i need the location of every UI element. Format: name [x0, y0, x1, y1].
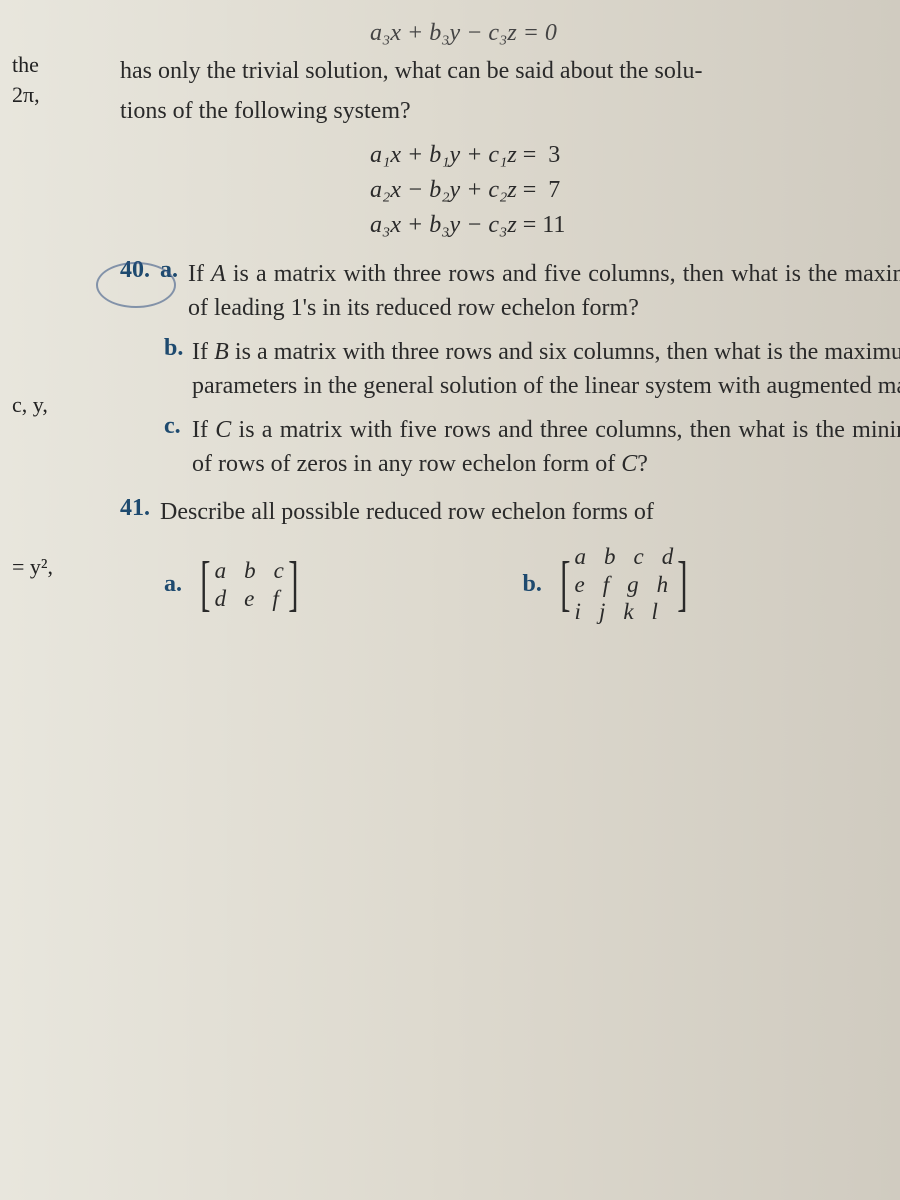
- problem-40c-text: If C is a matrix with five rows and thre…: [192, 413, 900, 481]
- matrix-41a-label: a.: [164, 571, 182, 598]
- right-bracket-icon: ]: [677, 568, 687, 602]
- left-bracket-icon: [: [560, 568, 570, 602]
- problem-41: 41. Describe all possible reduced row ec…: [120, 495, 900, 626]
- intro-line-1: has only the trivial solution, what can …: [120, 55, 900, 89]
- matrix-41b: b. [ abcd efgh ijkl ]: [523, 543, 692, 626]
- equation-1: a₁x + b₁y + c₁z = 3: [370, 138, 900, 173]
- margin-note-the: the: [12, 52, 39, 78]
- problem-40: 40. a. If A is a matrix with three rows …: [120, 257, 900, 481]
- matrix-41b-label: b.: [523, 571, 542, 598]
- margin-note-2pi: 2π,: [12, 82, 40, 108]
- margin-note-cy: c, y,: [12, 392, 48, 418]
- matrix-41a-cells: abc def: [215, 557, 284, 612]
- problem-40b-text: If B is a matrix with three rows and six…: [192, 335, 900, 403]
- matrix-41a: a. [ abc def ]: [164, 543, 303, 626]
- pen-circle-40a: [96, 262, 176, 308]
- right-bracket-icon: ]: [288, 568, 298, 602]
- problem-40b-label: b.: [164, 335, 188, 362]
- problem-40a-text: If A is a matrix with three rows and fiv…: [188, 257, 900, 325]
- margin-note-ysq: = y²,: [12, 554, 53, 580]
- equation-2: a₂x − b₂y + c₂z = 7: [370, 173, 900, 208]
- problem-40c-label: c.: [164, 413, 188, 440]
- left-bracket-icon: [: [200, 568, 210, 602]
- problem-41-number: 41.: [120, 495, 150, 522]
- problem-41-text: Describe all possible reduced row echelo…: [160, 495, 900, 529]
- intro-line-2: tions of the following system?: [120, 95, 900, 129]
- equation-3: a₃x + b₃y − c₃z = 11: [370, 208, 900, 243]
- equations-block: a₁x + b₁y + c₁z = 3 a₂x − b₂y + c₂z = 7 …: [370, 138, 900, 242]
- matrix-41b-cells: abcd efgh ijkl: [575, 543, 674, 626]
- cutoff-equation: a₃x + b₃y − c₃z = 0: [370, 20, 900, 47]
